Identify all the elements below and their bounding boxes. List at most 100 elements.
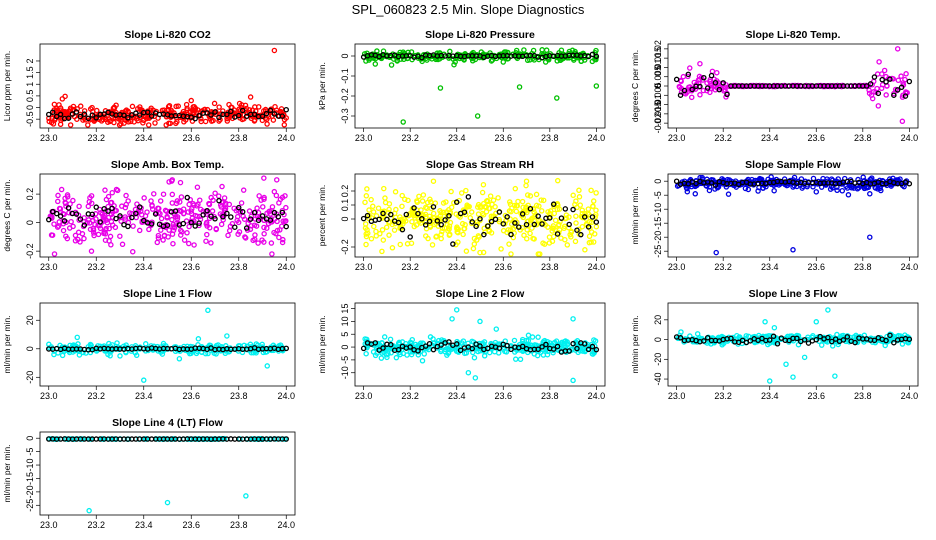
x-tick-label: 24.0 (277, 262, 295, 272)
data-point (492, 204, 498, 210)
outlier-point (570, 316, 576, 322)
data-point (270, 117, 277, 123)
data-point (444, 352, 450, 358)
centroid-point (774, 341, 781, 347)
data-point (525, 332, 532, 339)
x-tick-label: 23.0 (668, 133, 686, 143)
centroid-point (224, 210, 230, 217)
data-point (129, 103, 136, 110)
data-point (409, 336, 415, 343)
outlier-point (790, 247, 796, 253)
data-point (386, 232, 392, 238)
data-point (89, 104, 95, 111)
data-point (103, 196, 110, 203)
data-point (239, 102, 245, 108)
outlier-point (790, 374, 796, 380)
centroid-point (535, 346, 541, 352)
data-point (125, 109, 131, 115)
data-point (379, 340, 385, 346)
outlier-point (813, 319, 820, 325)
data-point (151, 191, 157, 197)
data-point (70, 197, 76, 204)
data-point (515, 198, 521, 205)
panel-6: Slope Line 1 Flow ml/min per min. 23.0 23.2… (2, 288, 296, 401)
data-point (261, 175, 267, 181)
centroid-point (137, 112, 143, 118)
y-tick-label: -0.2 (25, 243, 35, 259)
data-point (363, 58, 369, 64)
data-point (447, 231, 453, 238)
data-point (253, 223, 260, 229)
y-tick-label: 0.2 (340, 185, 350, 198)
data-point (549, 228, 555, 234)
data-point (95, 231, 102, 238)
data-point (818, 342, 825, 348)
panel-title: Slope Sample Flow (745, 159, 842, 171)
data-point (130, 223, 136, 229)
data-point (378, 355, 385, 361)
data-point (414, 199, 421, 206)
centroid-point (419, 54, 425, 61)
x-tick-label: 23.0 (40, 262, 58, 272)
centroid-point (701, 338, 707, 344)
centroid-point (255, 217, 262, 224)
data-point (97, 225, 104, 232)
data-point (554, 206, 561, 213)
data-point (58, 186, 65, 193)
data-point (169, 231, 176, 237)
data-point (479, 189, 486, 196)
centroid-point (891, 339, 897, 346)
panel-5: Slope Sample Flow ml/min per min. 23.0 23.2… (630, 159, 919, 272)
data-point (550, 223, 557, 229)
data-point (579, 223, 586, 230)
data-point (248, 213, 255, 220)
x-tick-label: 23.2 (87, 520, 105, 530)
data-point (170, 224, 176, 230)
data-point (481, 200, 487, 207)
centroid-point (469, 345, 475, 352)
centroid-point (574, 345, 580, 352)
x-tick-label: 24.0 (901, 391, 919, 401)
data-point (261, 196, 267, 202)
data-point (810, 333, 816, 339)
centroid-point (570, 206, 576, 213)
data-point (454, 225, 460, 232)
data-point (191, 202, 197, 208)
data-point (123, 201, 129, 208)
data-point (481, 353, 488, 359)
outlier-point (516, 84, 523, 90)
centroid-series (46, 194, 289, 231)
data-point (215, 193, 222, 199)
centroid-point (109, 205, 115, 212)
data-point (74, 106, 80, 112)
x-tick-label: 23.8 (541, 262, 559, 272)
data-point (576, 187, 582, 194)
data-point (519, 198, 526, 205)
data-point (166, 120, 172, 127)
centroid-point (148, 113, 155, 119)
y-axis-label: ml/min per min. (630, 315, 640, 373)
data-point (468, 209, 475, 215)
data-point (531, 209, 537, 215)
data-point (524, 192, 531, 198)
data-point (446, 223, 453, 230)
data-point (283, 204, 289, 211)
centroid-series (46, 436, 289, 442)
data-point (277, 196, 284, 203)
centroid-point (712, 80, 719, 86)
outlier-point (477, 249, 483, 256)
y-tick-label: -5 (340, 356, 350, 364)
y-tick-label: 0 (340, 53, 350, 58)
centroid-point (840, 337, 847, 343)
data-point (168, 107, 174, 114)
data-point (538, 208, 545, 214)
outlier-point (449, 316, 455, 322)
data-point (593, 223, 600, 230)
data-point (279, 239, 286, 246)
x-tick-label: 23.0 (355, 391, 373, 401)
data-point (460, 231, 466, 238)
centroid-point (712, 182, 719, 188)
data-point (415, 342, 422, 348)
data-point (463, 350, 470, 356)
data-point (766, 340, 773, 346)
